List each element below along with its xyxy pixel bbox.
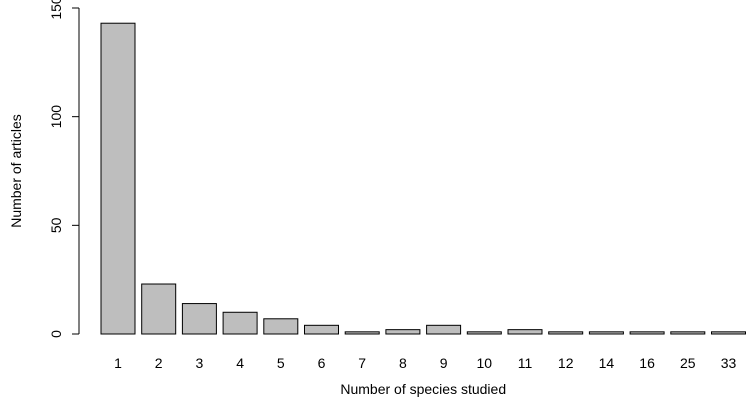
bar-25 — [670, 331, 706, 335]
y-axis: 0 50 100 150 — [48, 0, 80, 338]
x-tick-label: 11 — [518, 355, 533, 371]
bar-1 — [100, 22, 136, 335]
x-tick-label: 33 — [721, 355, 737, 371]
bar-9 — [426, 324, 462, 335]
y-axis-label: Number of articles — [8, 114, 24, 228]
bar-10 — [466, 331, 502, 335]
y-tick-label: 150 — [48, 0, 64, 20]
x-tick-label: 4 — [236, 355, 244, 371]
bar-2 — [141, 283, 177, 335]
x-tick-label: 9 — [440, 355, 448, 371]
x-tick-label: 1 — [114, 355, 122, 371]
bar-12 — [548, 331, 584, 335]
bar-14 — [588, 331, 624, 335]
x-tick-label: 12 — [558, 355, 574, 371]
bar-8 — [385, 329, 421, 335]
x-tick-label: 14 — [599, 355, 615, 371]
bar-33 — [711, 331, 746, 335]
y-tick-label: 50 — [48, 217, 64, 233]
x-tick-label: 16 — [639, 355, 655, 371]
x-axis-label: Number of species studied — [340, 381, 506, 397]
bar-7 — [344, 331, 380, 335]
y-tick-label: 100 — [48, 105, 64, 129]
y-ticks: 0 50 100 150 — [48, 0, 79, 338]
x-tick-label: 3 — [196, 355, 204, 371]
x-tick-label: 10 — [477, 355, 493, 371]
x-tick-labels: 1 2 3 4 5 6 7 8 9 10 11 12 14 16 25 33 — [114, 355, 736, 371]
bar-5 — [263, 318, 299, 335]
x-tick-label: 6 — [318, 355, 326, 371]
x-tick-label: 7 — [358, 355, 366, 371]
bar-6 — [304, 324, 339, 335]
x-tick-label: 5 — [277, 355, 285, 371]
x-tick-label: 25 — [680, 355, 696, 371]
x-tick-label: 8 — [399, 355, 407, 371]
bar-4 — [222, 311, 258, 335]
bar-11 — [507, 329, 543, 335]
bars — [100, 22, 746, 335]
bar-16 — [629, 331, 665, 335]
bar-3 — [181, 303, 217, 335]
y-tick-label: 0 — [48, 330, 64, 338]
x-tick-label: 2 — [155, 355, 163, 371]
